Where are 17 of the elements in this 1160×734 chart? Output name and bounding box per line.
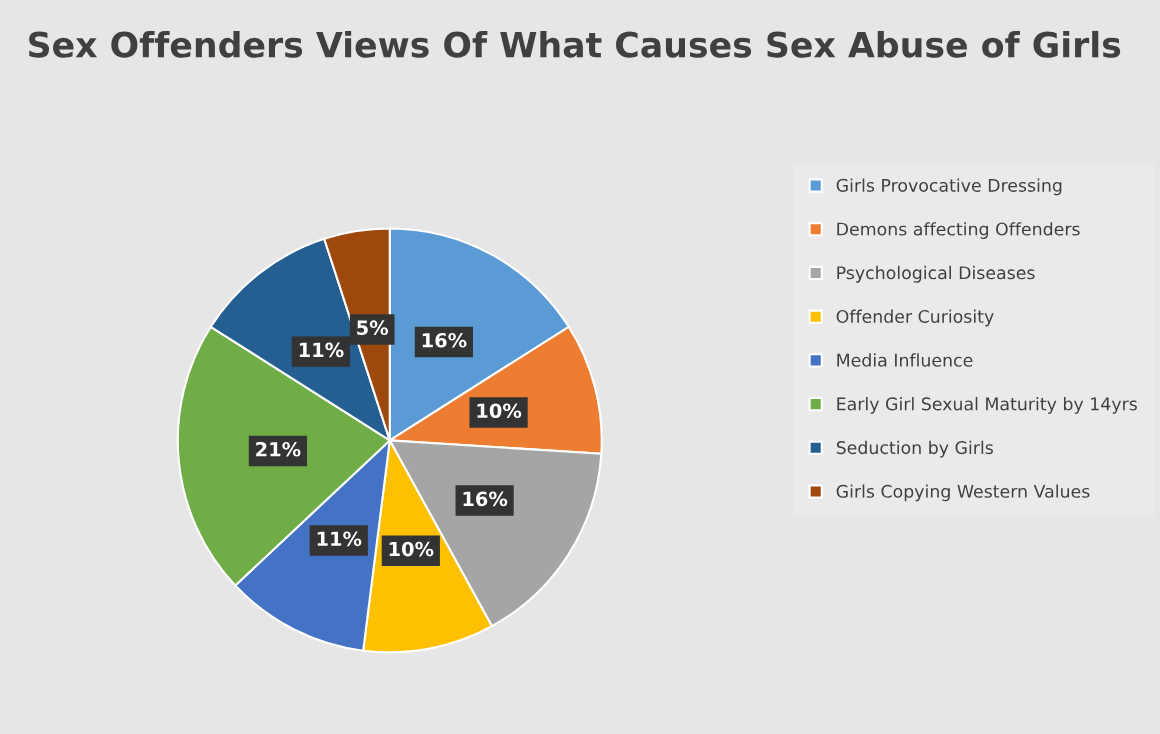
data-label: 11% bbox=[299, 342, 344, 358]
legend-label: Early Girl Sexual Maturity by 14yrs bbox=[837, 397, 1137, 414]
data-label: 16% bbox=[422, 332, 467, 348]
legend-label: Seduction by Girls bbox=[836, 440, 993, 458]
data-label: 21% bbox=[256, 441, 301, 457]
legend-label: Demons affecting Offenders bbox=[837, 222, 1080, 239]
legend-label: Psychological Diseases bbox=[837, 265, 1035, 283]
data-label: 10% bbox=[389, 541, 434, 557]
legend-label: Girls Provocative Dressing bbox=[836, 178, 1062, 196]
data-label: 10% bbox=[477, 403, 522, 419]
legend-label: Offender Curiosity bbox=[836, 309, 994, 327]
legend-label: Media Influence bbox=[837, 353, 973, 367]
chart-title: Sex Offenders Views Of What Causes Sex Abuse of Girls bbox=[29, 30, 1121, 58]
data-label: 5% bbox=[357, 320, 389, 336]
legend-label: Girls Copying Western Values bbox=[836, 484, 1090, 502]
data-label: 11% bbox=[317, 531, 362, 547]
data-label: 16% bbox=[463, 491, 508, 507]
